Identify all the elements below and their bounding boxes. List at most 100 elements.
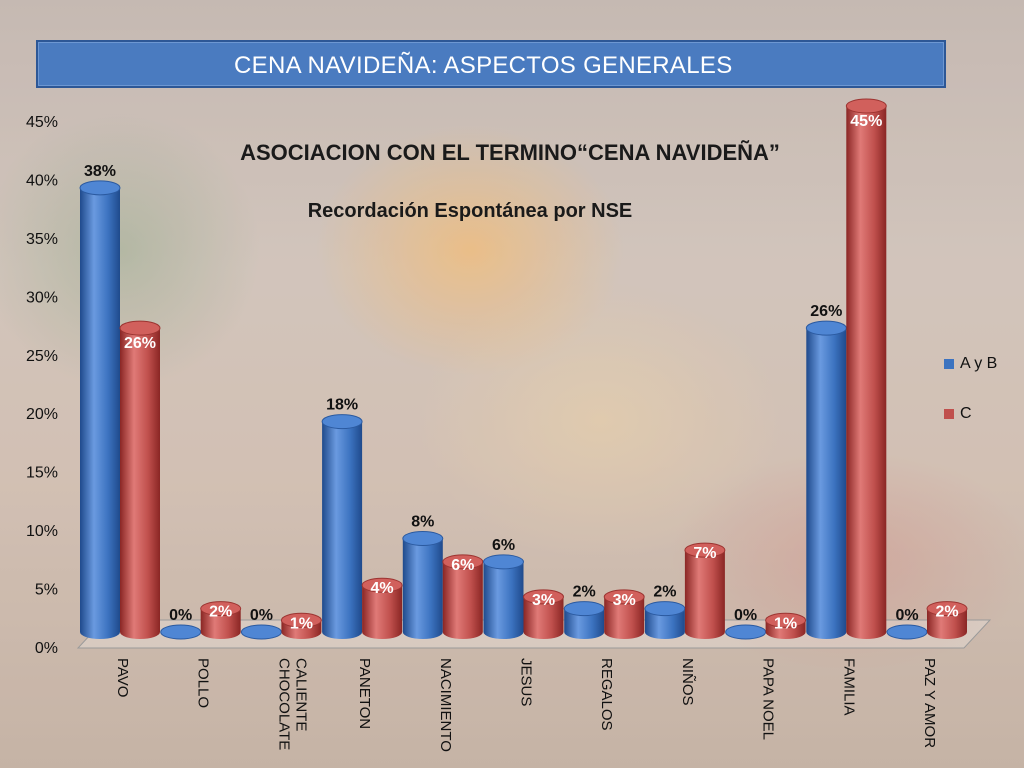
legend-swatch-a-y-b <box>944 359 954 369</box>
data-label: 2% <box>935 604 958 621</box>
x-tick-label: NIÑOS <box>679 658 696 706</box>
data-label: 3% <box>613 592 636 609</box>
bar-c-8 <box>765 612 807 640</box>
data-label: 7% <box>693 545 716 562</box>
bar-top <box>321 414 363 430</box>
data-label: 0% <box>734 607 757 624</box>
bar-a-y-b-6 <box>563 601 605 640</box>
bar-top <box>603 589 645 605</box>
bar-body <box>564 608 605 640</box>
legend-item-c: C <box>944 400 997 428</box>
bar-body <box>644 608 685 640</box>
bar-body <box>120 328 160 639</box>
bar-top <box>402 530 444 546</box>
y-tick-label: 25% <box>26 348 58 365</box>
data-label: 2% <box>653 584 676 601</box>
data-label: 1% <box>774 615 797 632</box>
bar-c-3 <box>361 577 403 640</box>
bar-c-4 <box>442 554 484 640</box>
y-tick-label: 20% <box>26 406 58 423</box>
x-tick-label: REGALOS <box>598 658 615 731</box>
data-label: 1% <box>290 615 313 632</box>
legend-item-a-y-b: A y B <box>944 350 997 378</box>
bar-top <box>280 612 322 628</box>
bar-top <box>926 601 968 617</box>
bar-a-y-b-4 <box>402 530 444 640</box>
bar-c-6 <box>603 589 645 640</box>
bar-a-y-b-3 <box>321 414 363 640</box>
bar-top <box>725 624 767 640</box>
data-label: 6% <box>492 537 515 554</box>
y-tick-label: 10% <box>26 523 58 540</box>
bar-body <box>846 106 887 640</box>
x-tick-label: PAPA NOEL <box>760 658 777 740</box>
bar-body <box>80 187 120 640</box>
data-label: 8% <box>411 513 434 530</box>
bar-c-10 <box>926 601 968 639</box>
bar-body <box>684 550 725 640</box>
bar-top <box>361 577 403 593</box>
y-tick-label: 5% <box>35 582 58 599</box>
bar-body <box>927 608 967 639</box>
legend-label-c: C <box>960 405 972 422</box>
bar-top <box>442 554 484 570</box>
bar-c-1 <box>200 601 242 640</box>
bar-body <box>442 561 483 640</box>
data-label: 0% <box>250 607 273 624</box>
x-tick-label: POLLO <box>195 658 212 708</box>
bar-top <box>523 589 564 605</box>
data-label: 18% <box>326 397 358 414</box>
data-label: 6% <box>451 557 474 574</box>
legend-label-a-y-b: A y B <box>960 355 998 372</box>
y-tick-label: 40% <box>26 172 58 189</box>
x-tick-label: CALIENTE <box>292 658 309 731</box>
y-tick-label: 35% <box>26 231 58 248</box>
slide-title-banner: CENA NAVIDEÑA: ASPECTOS GENERALES <box>36 40 946 88</box>
bar-body <box>523 596 564 640</box>
bar-a-y-b-10 <box>886 624 928 640</box>
x-tick-label: CHOCOLATE <box>275 658 292 750</box>
bar-c-2 <box>280 612 322 640</box>
data-label: 38% <box>84 163 116 180</box>
bar-a-y-b-2 <box>240 624 282 640</box>
y-tick-label: 45% <box>26 114 58 131</box>
bar-top <box>483 554 524 570</box>
x-tick-label: FAMILIA <box>840 658 857 716</box>
chart-title: ASOCIACION CON EL TERMINO“CENA NAVIDEÑA” <box>240 140 780 165</box>
chart-subtitle: Recordación Espontánea por NSE <box>307 200 633 222</box>
bar-a-y-b-8 <box>725 624 767 640</box>
bar-a-y-b-1 <box>160 624 202 640</box>
chart-legend: A y B C <box>944 350 997 450</box>
data-label: 2% <box>209 604 232 621</box>
bar-top <box>765 612 807 628</box>
data-label: 2% <box>573 584 596 601</box>
bar-a-y-b-5 <box>483 554 524 640</box>
bar-a-y-b-7 <box>644 601 686 640</box>
data-label: 4% <box>371 580 394 597</box>
bar-top <box>79 180 121 196</box>
bar-body <box>322 421 363 640</box>
bar-body <box>604 596 645 640</box>
data-label: 26% <box>124 335 156 352</box>
bar-top <box>200 601 242 617</box>
x-tick-label: NACIMIENTO <box>437 658 454 752</box>
bar-top <box>563 601 605 617</box>
data-label: 26% <box>810 303 842 320</box>
x-tick-label: JESUS <box>518 658 535 706</box>
bar-top <box>805 320 847 336</box>
data-label: 0% <box>895 607 918 624</box>
bar-a-y-b-9 <box>805 320 847 640</box>
bar-body <box>806 328 847 640</box>
legend-swatch-c <box>944 409 954 419</box>
bar-top <box>886 624 928 640</box>
bar-c-5 <box>523 589 564 640</box>
bar-top <box>644 601 686 617</box>
data-label: 3% <box>532 592 555 609</box>
x-tick-label: PANETON <box>356 658 373 729</box>
bar-body <box>483 561 524 640</box>
bar-top <box>845 98 887 114</box>
x-tick-label: PAVO <box>114 658 131 697</box>
bar-c-9 <box>845 98 887 640</box>
bar-body <box>200 608 241 640</box>
